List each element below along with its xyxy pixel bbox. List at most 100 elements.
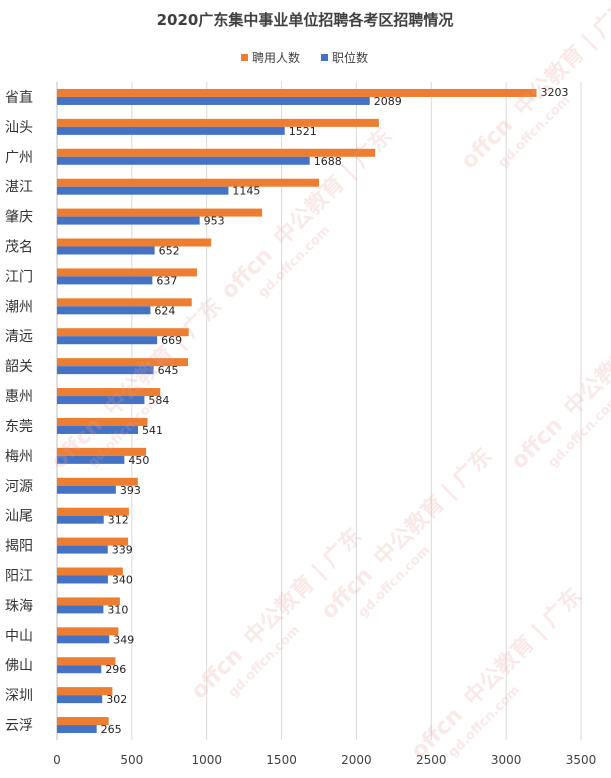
data-label-positions: 1145 bbox=[232, 185, 260, 198]
x-tick-label: 2500 bbox=[416, 753, 447, 767]
watermark-text: 中公教育 | 广东 bbox=[369, 443, 497, 571]
bar-hiring bbox=[57, 657, 116, 666]
bar-positions bbox=[57, 635, 110, 644]
value-axis-ticks: 0 500 1000 1500 2000 2500 3000 3500 bbox=[53, 753, 596, 767]
data-label-positions: 393 bbox=[120, 484, 141, 497]
category-label: 阳江 bbox=[5, 569, 33, 585]
category-label: 中山 bbox=[5, 628, 33, 644]
bar-hiring bbox=[57, 358, 188, 367]
data-label-positions: 652 bbox=[159, 245, 180, 258]
x-tick-label: 0 bbox=[53, 753, 61, 767]
data-labels: 2089 1521 1688 1145 953 652 637 624 669 645 584 541… bbox=[101, 86, 569, 736]
data-label-hiring: 3203 bbox=[541, 86, 569, 99]
category-label: 梅州 bbox=[5, 449, 33, 465]
data-label-positions: 584 bbox=[148, 394, 169, 407]
data-label-positions: 645 bbox=[158, 364, 179, 377]
legend: 聘用人数 职位数 bbox=[241, 50, 368, 65]
bar-hiring bbox=[57, 268, 197, 277]
category-label: 广州 bbox=[5, 150, 33, 166]
x-tick-label: 3000 bbox=[491, 753, 522, 767]
data-label-positions: 2089 bbox=[374, 95, 402, 108]
category-label: 汕尾 bbox=[5, 509, 33, 525]
data-label-positions: 339 bbox=[112, 544, 133, 557]
category-label: 东莞 bbox=[5, 419, 33, 435]
bar-positions bbox=[57, 485, 116, 494]
x-tick-label: 500 bbox=[120, 753, 143, 767]
bar-positions bbox=[57, 186, 229, 195]
bar-positions bbox=[57, 126, 285, 135]
category-label: 省直 bbox=[5, 89, 33, 106]
bar-hiring bbox=[57, 298, 192, 307]
bar-hiring bbox=[57, 208, 263, 217]
bar-hiring bbox=[57, 537, 129, 546]
legend-swatch-positions bbox=[321, 54, 328, 61]
category-label: 潮州 bbox=[5, 299, 33, 315]
data-label-positions: 296 bbox=[105, 663, 126, 676]
data-label-positions: 450 bbox=[128, 454, 149, 467]
bar-hiring bbox=[57, 507, 129, 516]
bar-positions bbox=[57, 545, 108, 554]
category-label: 清远 bbox=[5, 329, 33, 345]
data-label-positions: 349 bbox=[113, 633, 134, 646]
data-label-positions: 669 bbox=[161, 334, 182, 347]
category-label: 揭阳 bbox=[5, 539, 33, 555]
bar-hiring bbox=[57, 328, 189, 337]
bar-positions bbox=[57, 276, 153, 285]
watermark-text: 中公教育 | 广东 bbox=[269, 123, 397, 251]
bar-positions bbox=[57, 366, 154, 375]
bar-hiring bbox=[57, 477, 138, 486]
bar-hiring bbox=[57, 597, 120, 606]
bar-hiring bbox=[57, 118, 379, 127]
bar-hiring bbox=[57, 238, 212, 247]
chart-title: 2020广东集中事业单位招聘各考区招聘情况 bbox=[157, 11, 454, 29]
bar-positions bbox=[57, 605, 104, 614]
data-label-positions: 302 bbox=[106, 693, 127, 706]
category-label: 河源 bbox=[5, 479, 33, 495]
category-label: 深圳 bbox=[5, 688, 33, 704]
bars bbox=[57, 88, 537, 734]
data-label-positions: 310 bbox=[107, 603, 128, 616]
legend-label-positions: 职位数 bbox=[332, 50, 368, 65]
data-label-positions: 953 bbox=[204, 215, 225, 228]
x-tick-label: 2000 bbox=[341, 753, 372, 767]
bar-hiring bbox=[57, 178, 319, 187]
bar-positions bbox=[57, 396, 145, 405]
category-label: 汕头 bbox=[5, 120, 33, 136]
bar-positions bbox=[57, 156, 310, 165]
bar-positions bbox=[57, 306, 151, 315]
data-label-positions: 312 bbox=[108, 514, 129, 527]
bar-positions bbox=[57, 695, 103, 704]
bar-positions bbox=[57, 725, 97, 734]
bar-positions bbox=[57, 96, 370, 105]
bar-hiring bbox=[57, 717, 109, 726]
data-label-positions: 340 bbox=[112, 574, 133, 587]
category-label: 佛山 bbox=[5, 658, 33, 674]
bar-hiring bbox=[57, 388, 161, 397]
bar-hiring bbox=[57, 417, 148, 426]
bar-positions bbox=[57, 246, 155, 255]
category-label: 茂名 bbox=[5, 239, 33, 256]
data-label-positions: 637 bbox=[156, 274, 177, 287]
bar-positions bbox=[57, 575, 108, 584]
bar-positions bbox=[57, 515, 104, 524]
x-tick-label: 1500 bbox=[266, 753, 297, 767]
category-label: 湛江 bbox=[5, 180, 33, 196]
bar-hiring bbox=[57, 567, 123, 576]
category-label: 云浮 bbox=[5, 718, 33, 734]
bar-hiring bbox=[57, 627, 119, 636]
category-axis-labels: 省直汕头广州湛江肇庆茂名江门潮州清远韶关惠州东莞梅州河源汕尾揭阳阳江珠海中山佛山… bbox=[5, 89, 33, 734]
bar-hiring bbox=[57, 88, 537, 97]
watermark-text: 中公教育 | 广东 bbox=[459, 583, 587, 711]
category-label: 韶关 bbox=[5, 359, 33, 375]
bar-positions bbox=[57, 665, 102, 674]
data-label-positions: 1521 bbox=[289, 125, 317, 138]
legend-label-hiring: 聘用人数 bbox=[252, 50, 300, 65]
bar-positions bbox=[57, 336, 158, 345]
data-label-positions: 1688 bbox=[314, 155, 342, 168]
bar-positions bbox=[57, 455, 125, 464]
bar-hiring bbox=[57, 148, 376, 157]
x-tick-label: 3500 bbox=[566, 753, 597, 767]
bar-positions bbox=[57, 425, 138, 434]
